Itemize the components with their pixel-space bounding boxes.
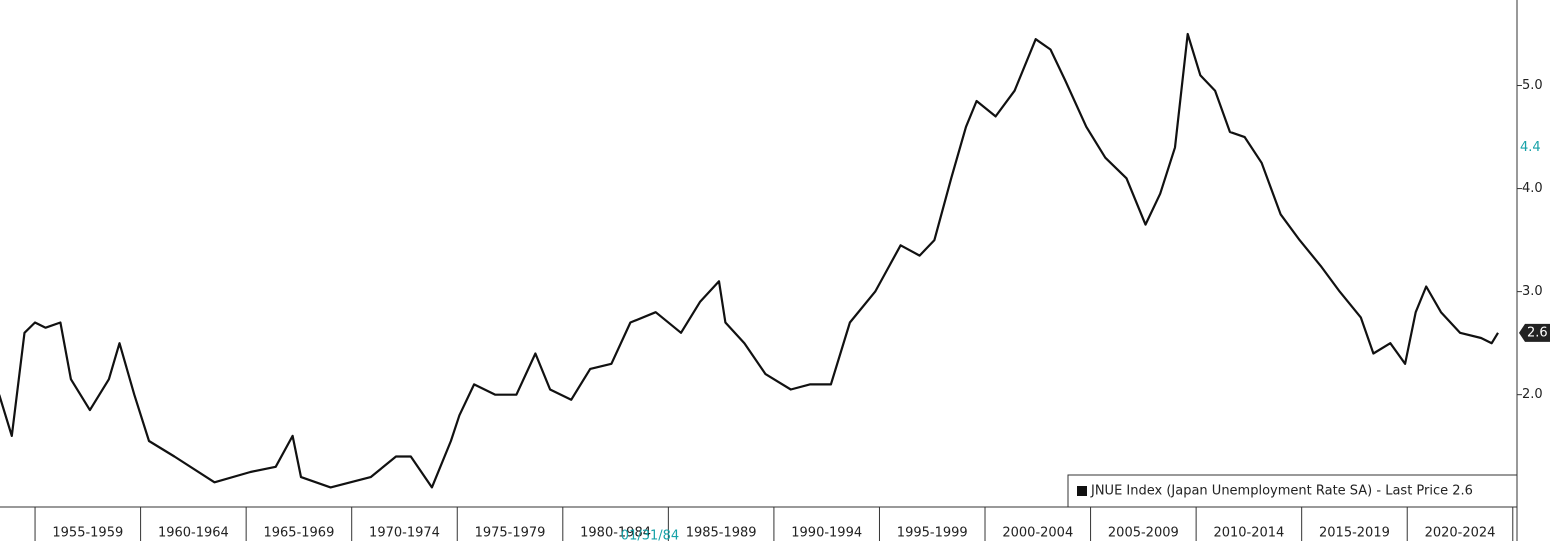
x-tick-label: 2010-2014 xyxy=(1213,526,1284,541)
y-tick-label: 3.0 xyxy=(1522,284,1543,299)
legend-swatch xyxy=(1077,486,1087,496)
legend-label: JNUE Index (Japan Unemployment Rate SA) … xyxy=(1090,484,1473,499)
x-tick-label: 1955-1959 xyxy=(52,526,123,541)
marker-label: 4.4 xyxy=(1520,140,1541,155)
cursor-label: 01/31/84 xyxy=(621,529,679,541)
y-tick-label: 5.0 xyxy=(1522,78,1543,93)
x-tick-label: 2015-2019 xyxy=(1319,526,1390,541)
x-tick-label: 1985-1989 xyxy=(686,526,757,541)
x-tick-label: 1990-1994 xyxy=(791,526,862,541)
x-tick-label: 1970-1974 xyxy=(369,526,440,541)
x-tick-label: 1975-1979 xyxy=(475,526,546,541)
y-tick-label: 4.0 xyxy=(1522,181,1543,196)
x-tick-label: 2005-2009 xyxy=(1108,526,1179,541)
x-tick-label: 1960-1964 xyxy=(158,526,229,541)
x-tick-label: 1980-1984 xyxy=(580,526,651,541)
x-tick-label: 1995-1999 xyxy=(897,526,968,541)
legend-box xyxy=(1067,474,1518,508)
y-tick-label: 2.0 xyxy=(1522,387,1543,402)
x-tick-label: 2000-2004 xyxy=(1002,526,1073,541)
x-tick-label: 1965-1969 xyxy=(263,526,334,541)
last-price-tag xyxy=(1519,323,1550,342)
x-tick-label: 2020-2024 xyxy=(1425,526,1496,541)
data-line xyxy=(0,32,1499,489)
last-price-label: 2.6 xyxy=(1527,325,1548,340)
